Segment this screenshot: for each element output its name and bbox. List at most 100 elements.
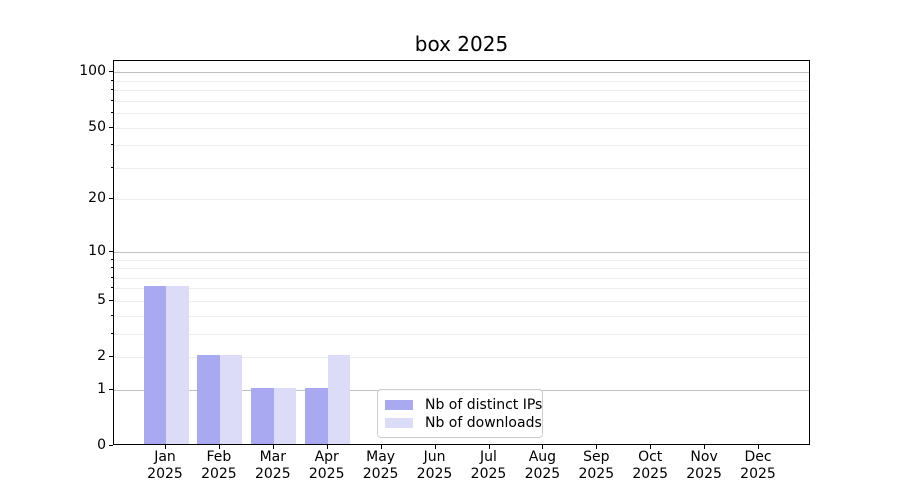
x-tick-year: 2025 <box>686 466 722 482</box>
x-tick-month: Jun <box>423 449 446 465</box>
y-tick-label: 50 <box>88 118 106 135</box>
gridline-minor <box>114 80 809 82</box>
y-minor-tick-mark <box>111 287 113 289</box>
y-tick-label: 2 <box>97 348 106 364</box>
x-tick-month: Apr <box>314 449 339 465</box>
y-minor-tick-mark <box>111 144 113 146</box>
gridline-major <box>114 72 809 74</box>
legend-label: Nb of downloads <box>425 414 542 431</box>
gridline-minor <box>114 333 809 335</box>
x-tick-mark <box>218 445 220 449</box>
x-tick-mark <box>488 445 490 449</box>
y-minor-tick-mark <box>111 79 113 81</box>
y-tick-mark <box>109 388 113 390</box>
legend: Nb of distinct IPs Nb of downloads <box>377 389 543 438</box>
bar <box>305 387 328 444</box>
y-minor-tick-mark <box>111 267 113 268</box>
legend-label: Nb of distinct IPs <box>425 396 543 413</box>
x-tick-month: Feb <box>206 449 232 465</box>
x-tick-label: Mar 2025 <box>241 449 305 483</box>
y-tick-label: 0 <box>97 437 106 453</box>
x-tick-mark <box>650 445 652 449</box>
x-tick-month: Jan <box>154 449 176 465</box>
legend-entry: Nb of distinct IPs <box>385 396 542 413</box>
gridline-minor <box>114 288 809 290</box>
x-tick-year: 2025 <box>254 466 291 482</box>
x-tick-mark <box>542 445 544 449</box>
chart-title: box 2025 <box>414 32 509 56</box>
x-tick-year: 2025 <box>524 466 561 482</box>
y-minor-tick-mark <box>111 112 113 114</box>
y-minor-tick-mark <box>111 89 113 91</box>
y-tick-label: 5 <box>97 291 106 308</box>
y-tick-label: 10 <box>88 242 106 259</box>
x-tick-mark <box>326 445 328 449</box>
gridline-minor <box>114 100 809 102</box>
y-minor-tick-mark <box>111 99 113 101</box>
x-tick-label: Apr 2025 <box>295 449 359 483</box>
x-tick-year: 2025 <box>416 466 453 482</box>
x-tick-month: Mar <box>259 449 286 465</box>
x-tick-year: 2025 <box>740 466 776 482</box>
x-tick-year: 2025 <box>632 466 668 482</box>
x-tick-year: 2025 <box>201 466 237 482</box>
x-tick-month: Aug <box>528 449 557 465</box>
gridline-minor <box>114 315 809 317</box>
x-tick-month: Sep <box>583 449 610 465</box>
x-tick-year: 2025 <box>578 466 615 482</box>
y-tick-mark <box>109 126 113 128</box>
y-tick-label: 100 <box>79 63 106 80</box>
plot-area <box>113 60 810 445</box>
x-tick-label: Oct 2025 <box>618 449 682 483</box>
x-tick-month: Oct <box>638 449 663 465</box>
y-tick-mark <box>109 71 113 73</box>
gridline-minor <box>114 127 809 129</box>
x-tick-mark <box>165 445 166 449</box>
bar <box>219 355 243 444</box>
x-tick-mark <box>380 445 382 449</box>
x-tick-month: Jul <box>480 449 497 465</box>
x-tick-label: Feb 2025 <box>187 449 251 483</box>
x-tick-label: Jul 2025 <box>457 449 521 483</box>
x-tick-year: 2025 <box>362 466 399 482</box>
y-tick-label: 20 <box>88 190 106 207</box>
legend-entry: Nb of downloads <box>385 414 542 431</box>
gridline-minor <box>114 268 809 269</box>
legend-swatch <box>385 399 413 410</box>
x-tick-label: Sep 2025 <box>564 449 628 483</box>
gridline-minor <box>114 259 809 261</box>
y-minor-tick-mark <box>111 276 113 278</box>
bar <box>251 387 274 444</box>
x-tick-label: Jan 2025 <box>133 449 197 483</box>
bar <box>327 355 351 444</box>
x-tick-year: 2025 <box>470 466 507 482</box>
gridline-minor <box>114 357 809 358</box>
gridline-minor <box>114 167 809 169</box>
y-minor-tick-mark <box>111 166 113 168</box>
y-tick-mark <box>109 250 113 252</box>
y-minor-tick-mark <box>111 332 113 334</box>
x-tick-label: Nov 2025 <box>672 449 736 483</box>
gridline-minor <box>114 277 809 279</box>
bar <box>197 355 220 444</box>
x-tick-label: Aug 2025 <box>510 449 574 483</box>
x-tick-mark <box>272 445 274 449</box>
y-minor-tick-mark <box>111 314 113 316</box>
gridline-minor <box>114 145 809 147</box>
y-tick-mark <box>109 299 113 301</box>
x-tick-label: May 2025 <box>349 449 413 483</box>
x-tick-mark <box>596 445 598 449</box>
y-tick-mark <box>109 198 113 200</box>
y-minor-tick-mark <box>111 258 113 260</box>
bar <box>166 286 189 444</box>
gridline-minor <box>114 199 809 201</box>
legend-swatch <box>385 417 413 428</box>
y-tick-mark <box>109 356 113 357</box>
y-tick-mark <box>109 445 113 446</box>
gridline-minor <box>114 90 809 92</box>
gridline-minor <box>114 300 809 302</box>
gridline-minor <box>114 113 809 115</box>
x-tick-mark <box>704 445 706 449</box>
gridline-major <box>114 251 809 253</box>
